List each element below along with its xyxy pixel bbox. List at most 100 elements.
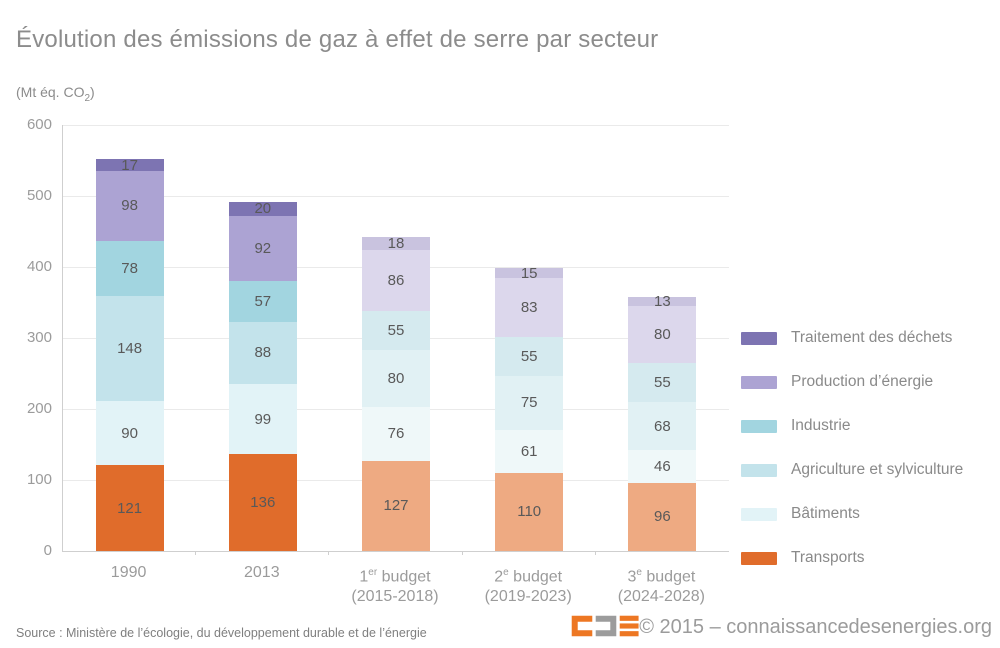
bar-segment-industrie: 55 <box>628 362 697 402</box>
segment-value-label: 55 <box>520 348 538 366</box>
bar-segment-transports: 110 <box>495 472 564 551</box>
y-tick-label: 100 <box>26 471 52 488</box>
legend-swatch <box>741 375 777 389</box>
bar-segment-traitement-des-dechets: 17 <box>95 156 164 174</box>
bar-segment-production-d-energie: 98 <box>95 171 164 241</box>
legend-item-traitement-des-dechets: Traitement des déchets <box>741 316 963 360</box>
segment-value-label: 148 <box>117 340 143 358</box>
segment-value-label: 98 <box>121 197 138 215</box>
legend: Traitement des déchets Production d’énerg… <box>741 316 963 580</box>
bar-segment-transports: 96 <box>628 482 697 551</box>
logo-reverse-c-shape <box>595 615 617 637</box>
page-title: Évolution des émissions de gaz à effet d… <box>16 26 659 53</box>
segment-value-label: 92 <box>254 240 272 258</box>
bar-segment-transports: 127 <box>362 460 430 551</box>
bar-segment-traitement-des-dechets: 13 <box>628 292 697 310</box>
bar-segment-industrie: 55 <box>362 311 430 351</box>
segment-value-label: 15 <box>520 264 538 282</box>
bar-segment-batiments: 61 <box>495 429 564 473</box>
bar-segment-batiments: 46 <box>628 450 697 483</box>
segment-value-label: 75 <box>520 394 538 412</box>
legend-label: Production d’énergie <box>791 373 934 390</box>
y-tick-label: 600 <box>26 116 52 133</box>
y-tick-label: 200 <box>26 400 52 417</box>
legend-swatch <box>741 507 777 521</box>
legend-swatch <box>741 551 777 565</box>
legend-swatch <box>741 419 777 433</box>
segment-value-label: 55 <box>387 322 405 340</box>
bar-segment-agriculture-et-sylviculture: 75 <box>495 376 564 430</box>
segment-value-label: 76 <box>387 425 405 443</box>
segment-value-label: 57 <box>254 292 272 310</box>
bar-segment-batiments: 76 <box>362 406 430 461</box>
legend-item-industrie: Industrie <box>741 404 963 448</box>
segment-value-label: 68 <box>654 417 671 435</box>
segment-value-label: 13 <box>654 292 671 310</box>
logo-c-shape <box>571 615 593 637</box>
segment-value-label: 83 <box>520 299 538 317</box>
bar-segment-agriculture-et-sylviculture: 68 <box>628 401 697 451</box>
bar-segment-traitement-des-dechets: 15 <box>495 264 564 282</box>
segment-value-label: 17 <box>121 156 138 174</box>
gridline <box>63 124 729 126</box>
copyright-text: © 2015 – connaissancedesenergies.org <box>639 616 992 638</box>
segment-value-label: 110 <box>517 503 542 521</box>
cde-logo-icon <box>571 615 639 637</box>
legend-item-agriculture-et-sylviculture: Agriculture et sylviculture <box>741 448 963 492</box>
x-category-label: 1990 <box>110 564 147 581</box>
segment-value-label: 99 <box>254 410 272 428</box>
legend-swatch <box>741 463 777 477</box>
legend-item-batiments: Bâtiments <box>741 492 963 536</box>
segment-value-label: 46 <box>654 458 671 476</box>
bar-segment-production-d-energie: 83 <box>495 278 564 338</box>
segment-value-label: 78 <box>121 259 138 277</box>
bar-segment-industrie: 55 <box>495 337 564 377</box>
x-category-label: 2013 <box>244 564 280 581</box>
legend-label: Traitement des déchets <box>791 329 953 346</box>
x-category-label: 3e budget (2024-2028) <box>617 567 705 606</box>
bar-segment-transports: 136 <box>228 454 297 551</box>
x-axis-tick <box>195 551 197 555</box>
legend-item-transports: Transports <box>741 536 963 580</box>
x-axis-tick <box>461 551 463 555</box>
bar-segment-production-d-energie: 86 <box>362 249 430 312</box>
segment-value-label: 80 <box>387 369 405 387</box>
bar-segment-industrie: 78 <box>95 240 164 297</box>
legend-label: Industrie <box>791 417 851 434</box>
y-tick-label: 0 <box>43 542 52 559</box>
segment-value-label: 86 <box>387 272 405 289</box>
segment-value-label: 20 <box>254 200 272 218</box>
bar-segment-production-d-energie: 92 <box>228 215 297 282</box>
segment-value-label: 61 <box>520 442 538 460</box>
logo-equals-icon <box>619 615 639 637</box>
y-axis-units: (Mt éq. CO2) <box>16 84 95 104</box>
bar-segment-traitement-des-dechets: 18 <box>362 235 430 253</box>
legend-label: Agriculture et sylviculture <box>791 461 964 478</box>
gridline <box>63 195 729 197</box>
x-axis-tick <box>594 551 596 555</box>
y-tick-label: 500 <box>26 187 52 204</box>
segment-value-label: 18 <box>387 235 405 253</box>
segment-value-label: 136 <box>250 494 276 512</box>
bar-segment-agriculture-et-sylviculture: 88 <box>228 321 297 385</box>
bar-segment-industrie: 57 <box>228 281 297 322</box>
bar-segment-agriculture-et-sylviculture: 80 <box>362 350 430 407</box>
segment-value-label: 121 <box>117 499 143 517</box>
legend-item-production-d-energie: Production d’énergie <box>741 360 963 404</box>
x-category-label: 2e budget (2019-2023) <box>484 567 572 606</box>
y-tick-label: 400 <box>26 258 52 275</box>
y-tick-label: 300 <box>26 329 52 346</box>
segment-value-label: 127 <box>383 497 409 515</box>
segment-value-label: 90 <box>121 424 138 442</box>
bar-segment-agriculture-et-sylviculture: 148 <box>95 296 164 402</box>
legend-label: Bâtiments <box>791 505 860 522</box>
bar-segment-production-d-energie: 80 <box>628 306 697 363</box>
source-text: Source : Ministère de l’écologie, du dév… <box>16 626 427 640</box>
legend-label: Transports <box>791 549 865 566</box>
x-axis-tick <box>328 551 330 555</box>
bar-segment-batiments: 90 <box>95 401 164 466</box>
bar-segment-traitement-des-dechets: 20 <box>228 200 297 218</box>
plot-area: 121 90 148 78 98 17 136 99 88 57 92 20 127 76 80 55 86 18… <box>62 124 729 552</box>
bar-segment-transports: 121 <box>95 465 164 551</box>
